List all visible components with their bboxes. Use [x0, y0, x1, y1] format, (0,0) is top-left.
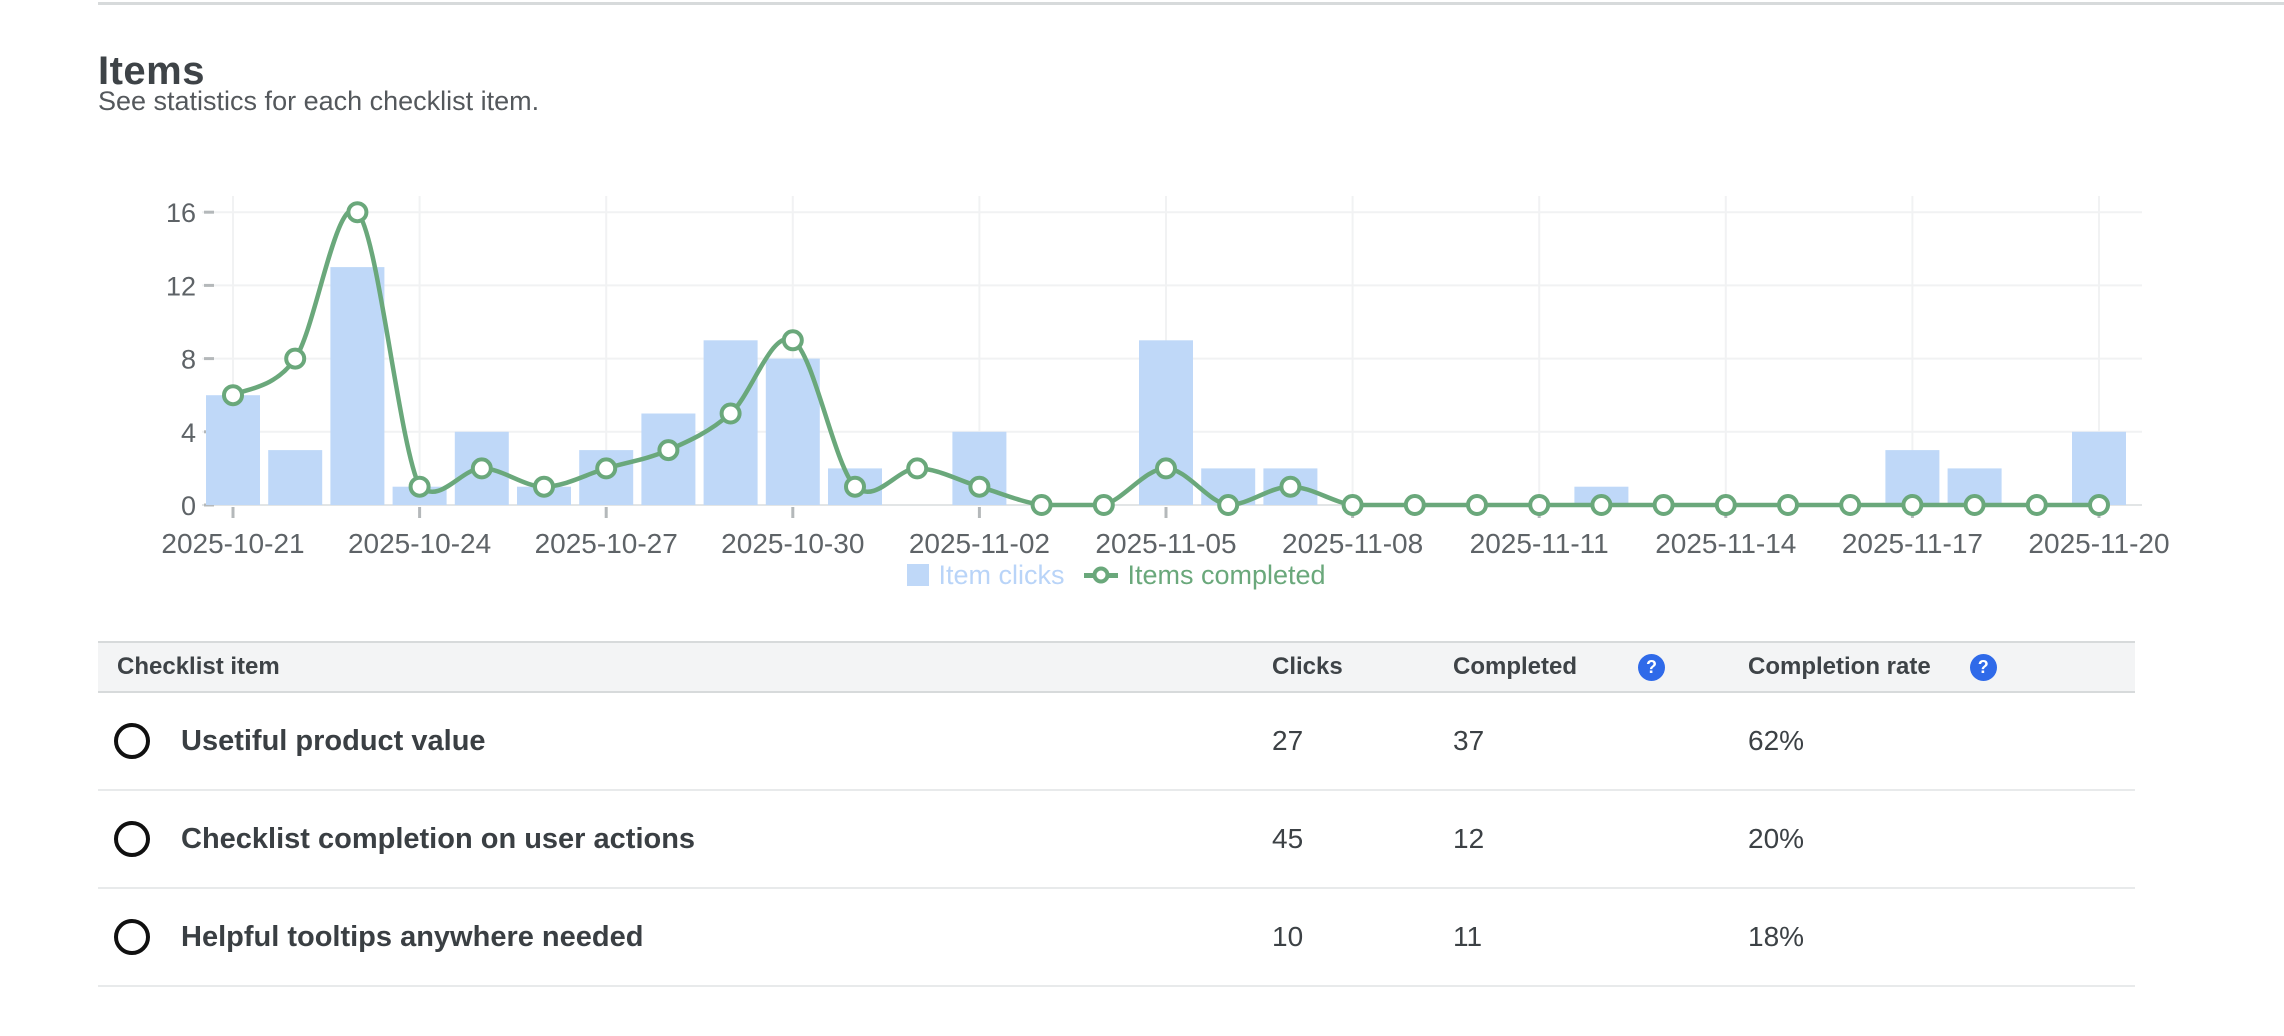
x-tick-label: 2025-10-24 [348, 528, 491, 559]
completion-rate-value: 18% [1748, 921, 1805, 952]
legend-label: Item clicks [938, 559, 1065, 590]
line-point[interactable] [284, 347, 307, 370]
x-tick-label: 2025-10-27 [535, 528, 678, 559]
help-icon[interactable]: ? [1969, 653, 1997, 681]
page-subtitle: See statistics for each checklist item. [98, 86, 540, 116]
bar[interactable] [330, 267, 385, 505]
legend-label: Items completed [1127, 559, 1326, 590]
line-point[interactable] [595, 457, 618, 480]
line-point[interactable] [719, 402, 742, 425]
line-point[interactable] [1652, 494, 1675, 516]
line-point[interactable] [2088, 494, 2110, 516]
table-row: Helpful tooltips anywhere needed 10 11 1… [98, 889, 2135, 987]
checklist-circle-icon [114, 723, 150, 759]
line-point[interactable] [1901, 494, 1924, 516]
x-tick-label: 2025-11-20 [2028, 528, 2169, 559]
table-row: Usetiful product value 27 37 62% [98, 693, 2135, 791]
checklist-circle-icon [114, 821, 150, 857]
line-point[interactable] [1155, 457, 1177, 480]
line-point[interactable] [657, 439, 680, 462]
section-divider [98, 2, 2284, 5]
y-tick-label: 8 [181, 345, 196, 375]
col-header-clicks: Clicks [1272, 653, 1343, 680]
checklist-items-table: Checklist item Clicks Completed ? Comple… [98, 641, 2135, 987]
line-point[interactable] [1777, 494, 1799, 516]
line-point[interactable] [2025, 494, 2048, 516]
line-point[interactable] [1403, 494, 1426, 516]
bar[interactable] [268, 450, 323, 505]
x-tick-label: 2025-11-14 [1655, 528, 1796, 559]
legend-item-clicks[interactable]: Item clicks [907, 560, 1064, 591]
line-point[interactable] [470, 457, 493, 480]
bar[interactable] [206, 395, 260, 505]
completion-rate-value: 62% [1748, 725, 1805, 756]
line-point[interactable] [968, 475, 991, 498]
completed-value: 12 [1453, 823, 1485, 854]
legend-item-completed[interactable]: Items completed [1084, 559, 1326, 591]
bar[interactable] [2072, 431, 2126, 505]
clicks-value: 45 [1272, 823, 1304, 854]
item-label: Checklist completion on user actions [181, 822, 696, 855]
line-point[interactable] [1341, 494, 1364, 516]
line-point[interactable] [408, 475, 431, 498]
line-point[interactable] [1092, 494, 1115, 516]
line-point[interactable] [844, 475, 866, 498]
x-tick-label: 2025-11-17 [1842, 528, 1983, 559]
line-point[interactable] [1714, 494, 1737, 516]
x-tick-label: 2025-11-11 [1470, 528, 1609, 559]
x-tick-label: 2025-11-05 [1095, 528, 1236, 559]
item-label: Usetiful product value [181, 724, 486, 757]
completed-value: 11 [1453, 921, 1483, 952]
line-point[interactable] [906, 457, 929, 480]
y-tick-label: 4 [181, 418, 196, 448]
help-icon[interactable]: ? [1638, 653, 1666, 681]
clicks-value: 27 [1272, 725, 1304, 756]
x-tick-label: 2025-11-08 [1282, 528, 1423, 559]
completion-rate-value: 20% [1748, 823, 1805, 854]
line-point[interactable] [1963, 494, 1986, 516]
line-point[interactable] [346, 201, 369, 224]
y-tick-label: 0 [181, 491, 196, 521]
col-header-completion-rate: Completion rate ? [1748, 653, 2135, 681]
checklist-circle-icon [114, 919, 150, 955]
bar[interactable] [765, 358, 820, 505]
y-tick-label: 16 [166, 198, 196, 228]
table-header-row: Checklist item Clicks Completed ? Comple… [98, 641, 2135, 693]
item-label: Helpful tooltips anywhere needed [181, 920, 644, 953]
line-point[interactable] [1839, 494, 1862, 516]
table-row: Checklist completion on user actions 45 … [98, 791, 2135, 889]
col-header-completed: Completed ? [1453, 653, 1748, 681]
line-point[interactable] [1217, 494, 1240, 516]
y-tick-label: 12 [166, 271, 196, 301]
line-point[interactable] [1528, 494, 1551, 516]
line-swatch-icon [1084, 566, 1119, 584]
page-title: Items [98, 48, 205, 93]
line-point[interactable] [533, 475, 555, 498]
bar[interactable] [1139, 340, 1193, 505]
bar-swatch-icon [907, 564, 930, 586]
line-point[interactable] [222, 384, 244, 407]
col-header-checklist-item: Checklist item [117, 653, 280, 680]
completed-value: 37 [1453, 725, 1485, 756]
x-tick-label: 2025-10-21 [161, 528, 304, 559]
line-point[interactable] [1030, 494, 1053, 516]
line-point[interactable] [781, 329, 804, 352]
line-point[interactable] [1466, 494, 1488, 516]
line-point[interactable] [1590, 494, 1613, 516]
clicks-value: 10 [1272, 921, 1304, 952]
chart-legend: Item clicks Items completed [98, 554, 2135, 596]
line-point[interactable] [1279, 475, 1302, 498]
x-tick-label: 2025-11-02 [909, 528, 1050, 559]
items-chart[interactable]: 0 4 8 12 16 2025-10-21 2025-10-24 2025-10-27 202… [0, 182, 2284, 562]
x-tick-label: 2025-10-30 [721, 528, 864, 559]
